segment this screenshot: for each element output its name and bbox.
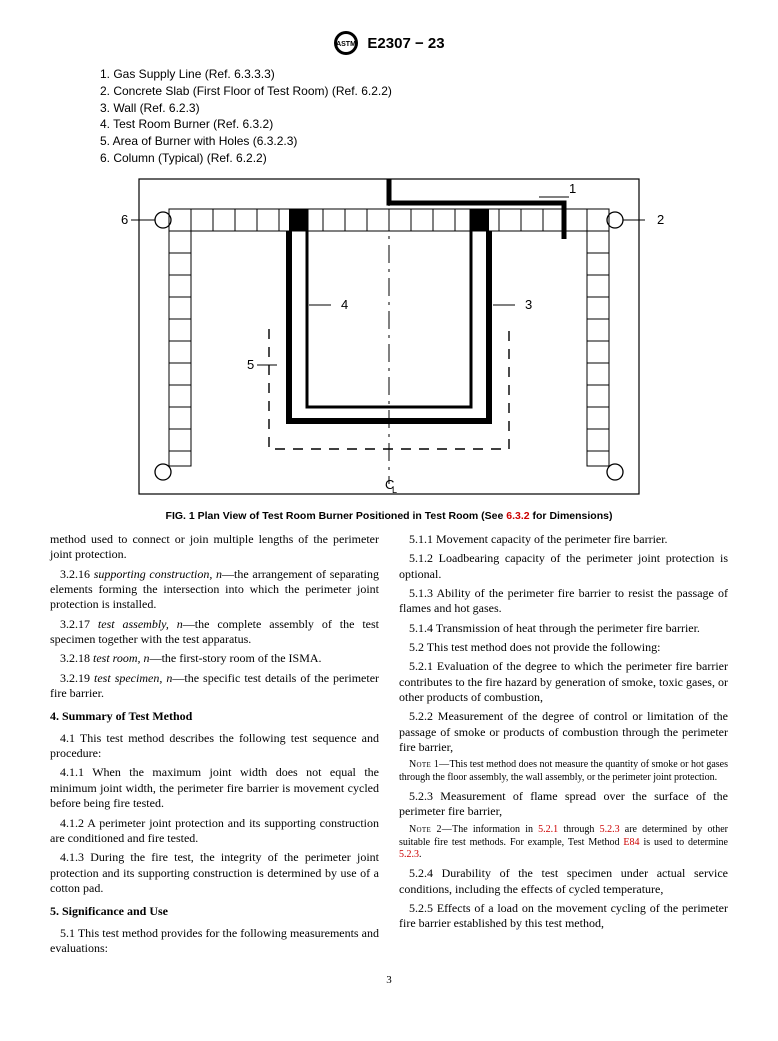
caption-ref: 6.3.2 (506, 510, 529, 522)
svg-text:5: 5 (247, 357, 254, 372)
legend-item: 2. Concrete Slab (First Floor of Test Ro… (100, 83, 728, 100)
paragraph: 4.1.3 During the fire test, the integrit… (50, 850, 379, 896)
paragraph: 4.1.2 A perimeter joint protection and i… (50, 816, 379, 847)
paragraph: 5.2.2 Measurement of the degree of contr… (399, 709, 728, 755)
legend-item: 1. Gas Supply Line (Ref. 6.3.3.3) (100, 66, 728, 83)
svg-text:3: 3 (525, 297, 532, 312)
paragraph: 5.1 This test method provides for the fo… (50, 926, 379, 957)
svg-text:6: 6 (121, 212, 128, 227)
legend-item: 4. Test Room Burner (Ref. 6.3.2) (100, 116, 728, 133)
legend-item: 5. Area of Burner with Holes (6.3.2.3) (100, 133, 728, 150)
paragraph: 5.1.4 Transmission of heat through the p… (399, 621, 728, 636)
section-heading: 5. Significance and Use (50, 904, 379, 919)
paragraph: 5.2 This test method does not provide th… (399, 640, 728, 655)
definition: 3.2.18 test room, n—the first-story room… (50, 651, 379, 666)
left-column: method used to connect or join multiple … (50, 532, 379, 961)
svg-text:L: L (392, 485, 397, 495)
paragraph: 5.1.2 Loadbearing capacity of the perime… (399, 551, 728, 582)
body-columns: method used to connect or join multiple … (50, 532, 728, 961)
svg-text:2: 2 (657, 212, 664, 227)
svg-text:ASTM: ASTM (337, 41, 357, 48)
paragraph: 5.2.1 Evaluation of the degree to which … (399, 659, 728, 705)
paragraph: method used to connect or join multiple … (50, 532, 379, 563)
definition: 3.2.19 test specimen, n—the specific tes… (50, 671, 379, 702)
paragraph: 5.2.3 Measurement of flame spread over t… (399, 789, 728, 820)
page-number: 3 (50, 974, 728, 986)
note: Note 1—This test method does not measure… (399, 759, 728, 785)
legend-item: 6. Column (Typical) (Ref. 6.2.2) (100, 150, 728, 167)
paragraph: 5.2.5 Effects of a load on the movement … (399, 901, 728, 932)
document-id: E2307 − 23 (367, 35, 444, 52)
figure-legend: 1. Gas Supply Line (Ref. 6.3.3.3) 2. Con… (100, 66, 728, 167)
paragraph: 5.1.3 Ability of the perimeter fire barr… (399, 586, 728, 617)
svg-text:4: 4 (341, 297, 348, 312)
caption-text: for Dimensions) (530, 510, 613, 522)
legend-item: 3. Wall (Ref. 6.2.3) (100, 100, 728, 117)
svg-text:1: 1 (569, 181, 576, 196)
figure-caption: FIG. 1 Plan View of Test Room Burner Pos… (50, 510, 728, 522)
caption-text: FIG. 1 Plan View of Test Room Burner Pos… (166, 510, 507, 522)
astm-logo-icon: ASTM (333, 30, 359, 56)
paragraph: 5.1.1 Movement capacity of the perimeter… (399, 532, 728, 547)
right-column: 5.1.1 Movement capacity of the perimeter… (399, 532, 728, 961)
page: ASTM E2307 − 23 1. Gas Supply Line (Ref.… (0, 0, 778, 1006)
definition: 3.2.17 test assembly, n—the complete ass… (50, 617, 379, 648)
paragraph: 4.1 This test method describes the follo… (50, 731, 379, 762)
plan-view-svg: CL123456 (109, 169, 669, 504)
page-header: ASTM E2307 − 23 (50, 30, 728, 56)
paragraph: 4.1.1 When the maximum joint width does … (50, 765, 379, 811)
definition: 3.2.16 supporting construction, n—the ar… (50, 567, 379, 613)
paragraph: 5.2.4 Durability of the test specimen un… (399, 866, 728, 897)
section-heading: 4. Summary of Test Method (50, 709, 379, 724)
figure-plan-view: CL123456 FIG. 1 Plan View of Test Room B… (50, 169, 728, 522)
note: Note 2—The information in 5.2.1 through … (399, 824, 728, 862)
